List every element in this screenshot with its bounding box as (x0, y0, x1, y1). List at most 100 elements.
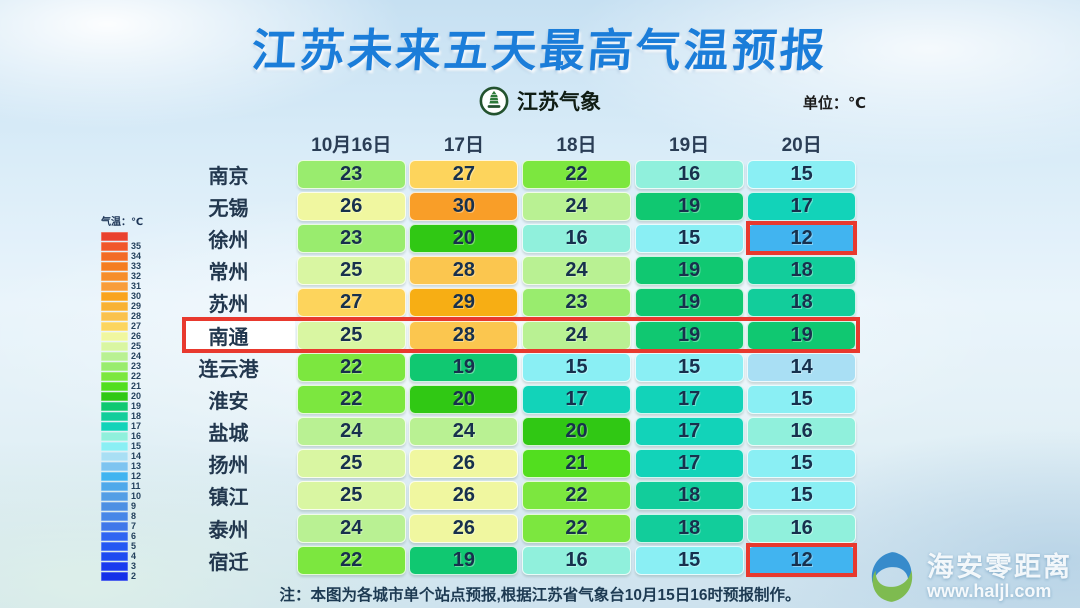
date-header: 19日 (669, 134, 710, 156)
table-row: 扬州 25 26 21 17 15 (162, 448, 858, 480)
temp-cell-slot: 28 (408, 256, 521, 286)
temp-cell-slot: 24 (295, 417, 408, 447)
legend-tick-label: 14 (131, 450, 142, 461)
legend-tick-label: 12 (131, 470, 142, 481)
temp-cell: 19 (634, 288, 744, 318)
temp-cell-slot: 26 (295, 191, 408, 221)
legend-tick-label: 3 (131, 560, 137, 571)
temp-cell: 17 (521, 384, 631, 414)
temp-cell-slot: 16 (745, 513, 858, 543)
legend-swatch (101, 311, 128, 321)
legend-entry: 8 (101, 511, 143, 521)
temp-cell: 28 (409, 256, 519, 286)
city-label: 泰州 (208, 519, 249, 542)
legend-entries: 35 34 33 32 31 30 29 28 27 26 25 24 23 22 21 20 19 18 17 16… (101, 231, 143, 581)
temp-cell-slot: 15 (745, 159, 858, 189)
city-label: 南京 (208, 165, 249, 188)
temperature-legend: 气温：℃ 35 34 33 32 31 30 29 28 27 26 25 24 23 22 21 20 19 1… (101, 213, 143, 581)
legend-swatch (101, 511, 128, 521)
legend-tick-label: 8 (131, 510, 137, 521)
temp-cell-slot: 17 (633, 417, 746, 447)
temp-cell: 26 (409, 481, 519, 511)
temp-cell-slot: 15 (633, 545, 746, 575)
temp-cell: 20 (409, 384, 519, 414)
date-header-row: 10月16日 17日 18日 19日 20日 (295, 128, 858, 158)
legend-swatch (101, 521, 128, 531)
temp-cell-slot: 24 (520, 256, 633, 286)
jiangsu-meteorology-emblem-icon (479, 86, 509, 116)
temp-cell-slot: 19 (633, 320, 746, 350)
temp-cell: 25 (296, 256, 406, 286)
legend-swatch (101, 571, 128, 581)
legend-swatch (101, 381, 128, 391)
legend-swatch (101, 361, 128, 371)
temp-cell: 16 (521, 223, 631, 253)
legend-entry (101, 231, 143, 241)
legend-entry: 16 (101, 431, 143, 441)
temp-cell-slot: 29 (408, 288, 521, 318)
legend-tick-label: 31 (131, 280, 142, 291)
legend-entry: 15 (101, 441, 143, 451)
temp-cell: 22 (521, 513, 631, 543)
temp-cell: 18 (634, 513, 744, 543)
legend-tick-label: 15 (131, 440, 142, 451)
legend-entry: 22 (101, 371, 143, 381)
temp-cell: 18 (634, 481, 744, 511)
legend-swatch (101, 301, 128, 311)
temp-cell-slot: 15 (745, 384, 858, 414)
legend-swatch (101, 321, 128, 331)
legend-entry: 2 (101, 571, 143, 581)
legend-tick-label: 2 (131, 570, 137, 581)
legend-entry: 4 (101, 551, 143, 561)
temp-cell: 19 (634, 256, 744, 286)
temp-cell-slot: 15 (633, 223, 746, 253)
temp-cell-slot: 22 (520, 513, 633, 543)
temp-cell: 30 (409, 191, 519, 221)
legend-entry: 6 (101, 531, 143, 541)
temp-cell: 15 (747, 384, 857, 414)
city-label: 常州 (208, 262, 249, 285)
legend-swatch (101, 331, 128, 341)
page-title: 江苏未来五天最高气温预报 (249, 25, 830, 76)
temp-cell: 16 (747, 513, 857, 543)
temp-cell-slot: 23 (520, 288, 633, 318)
temp-cell-slot: 18 (745, 256, 858, 286)
legend-entry: 21 (101, 381, 143, 391)
legend-entry: 33 (101, 261, 143, 271)
temp-cell: 15 (747, 449, 857, 479)
temp-cell: 29 (409, 288, 519, 318)
temp-cell-slot: 25 (295, 320, 408, 350)
city-label: 盐城 (208, 423, 249, 446)
city-label: 镇江 (208, 487, 249, 510)
legend-entry: 13 (101, 461, 143, 471)
temp-cell: 16 (521, 545, 631, 575)
legend-tick-label: 21 (131, 380, 142, 391)
table-row: 无锡 26 30 24 19 17 (162, 190, 858, 222)
temp-cell: 16 (747, 417, 857, 447)
legend-swatch (101, 471, 128, 481)
legend-swatch (101, 501, 128, 511)
legend-entry: 25 (101, 341, 143, 351)
temp-cell: 17 (747, 191, 857, 221)
temp-cell: 17 (634, 417, 744, 447)
temp-cell-slot: 20 (408, 223, 521, 253)
legend-swatch (101, 271, 128, 281)
temp-cell-slot: 18 (745, 288, 858, 318)
temp-cell-slot: 19 (408, 352, 521, 382)
temp-cell-slot: 24 (520, 191, 633, 221)
temp-cell-slot: 15 (745, 481, 858, 511)
temp-cell-slot: 22 (520, 481, 633, 511)
temp-cell: 26 (409, 449, 519, 479)
legend-tick-label: 30 (131, 290, 142, 301)
legend-swatch (101, 491, 128, 501)
temp-cell: 23 (521, 288, 631, 318)
temp-cell: 25 (296, 481, 406, 511)
temp-cell-slot: 15 (633, 352, 746, 382)
legend-entry: 27 (101, 321, 143, 331)
legend-swatch (101, 401, 128, 411)
temp-cell-slot: 24 (408, 417, 521, 447)
legend-swatch (101, 231, 128, 241)
temp-cell-slot: 16 (520, 545, 633, 575)
legend-entry: 30 (101, 291, 143, 301)
temp-cell: 18 (747, 288, 857, 318)
